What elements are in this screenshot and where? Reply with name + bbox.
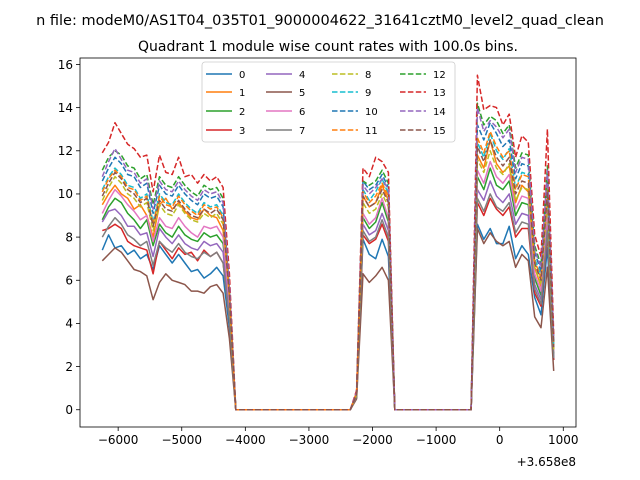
- x-tick-label: −4000: [225, 433, 266, 447]
- legend-label-11: 11: [365, 126, 378, 137]
- y-tick-label: 2: [65, 360, 73, 374]
- x-tick-label: 0: [496, 433, 504, 447]
- legend-label-14: 14: [433, 107, 446, 118]
- legend-label-5: 5: [299, 88, 305, 99]
- legend-label-2: 2: [239, 107, 245, 118]
- y-tick-label: 12: [58, 144, 73, 158]
- series-layer: [101, 74, 555, 411]
- legend-label-8: 8: [365, 70, 371, 81]
- series-line-11: [101, 130, 555, 411]
- figure-suptitle: n file: modeM0/AS1T04_035T01_9000004622_…: [36, 13, 604, 29]
- y-tick-label: 6: [65, 274, 73, 288]
- x-tick-label: −3000: [289, 433, 330, 447]
- x-tick-label: −6000: [98, 433, 139, 447]
- chart-title: Quadrant 1 module wise count rates with …: [138, 39, 518, 55]
- legend-label-12: 12: [433, 70, 446, 81]
- legend-label-4: 4: [299, 70, 305, 81]
- legend-label-1: 1: [239, 88, 245, 99]
- legend-label-6: 6: [299, 107, 305, 118]
- legend-label-10: 10: [365, 107, 378, 118]
- y-tick-label: 0: [65, 403, 73, 417]
- x-tick-label: −5000: [161, 433, 202, 447]
- y-axis: 0 2 4 6 8 10 12 14 16: [58, 58, 80, 417]
- plot-frame: [79, 57, 577, 428]
- x-tick-label: 1000: [548, 433, 579, 447]
- legend-label-15: 15: [433, 126, 446, 137]
- series-line-15: [101, 139, 555, 411]
- x-axis: −6000 −5000 −4000 −3000 −2000 −1000 0 1000: [98, 427, 579, 447]
- series-line-10: [101, 121, 555, 411]
- x-tick-label: −2000: [352, 433, 393, 447]
- legend-label-3: 3: [239, 126, 245, 137]
- x-tick-label: −1000: [416, 433, 457, 447]
- x-offset-label: +3.658e8: [517, 455, 576, 469]
- y-tick-label: 4: [65, 317, 73, 331]
- y-tick-label: 8: [65, 230, 73, 244]
- legend-label-7: 7: [299, 126, 305, 137]
- y-tick-label: 16: [58, 58, 73, 72]
- legend-label-9: 9: [365, 88, 371, 99]
- legend-label-0: 0: [239, 70, 245, 81]
- legend-box: [201, 61, 456, 143]
- y-tick-label: 10: [58, 187, 73, 201]
- y-tick-label: 14: [58, 101, 73, 115]
- legend-label-13: 13: [433, 88, 446, 99]
